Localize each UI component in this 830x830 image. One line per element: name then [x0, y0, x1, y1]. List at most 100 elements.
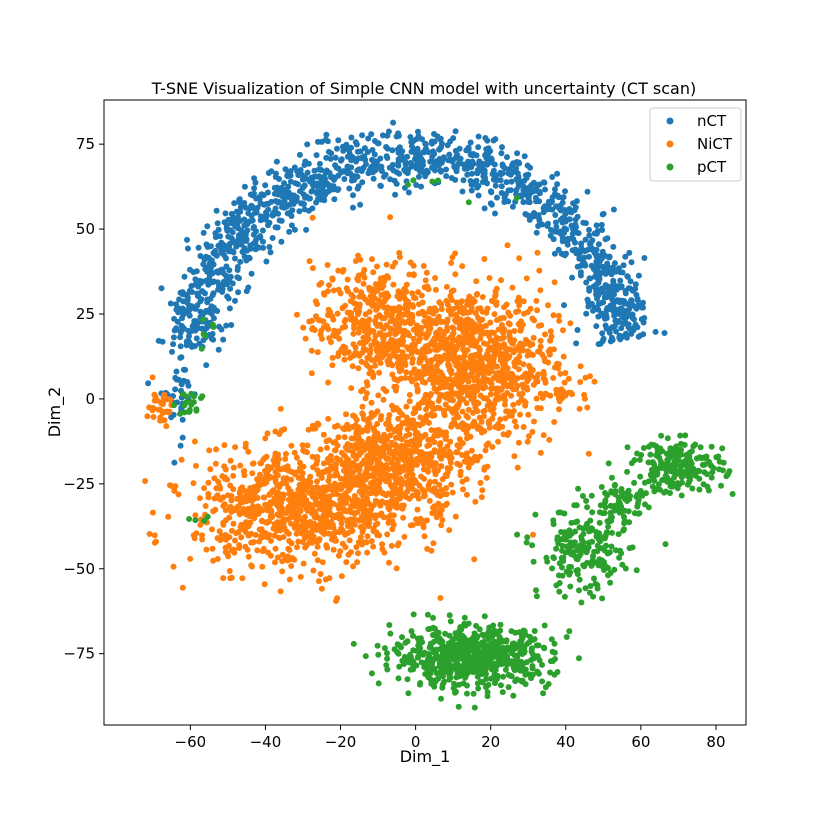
point-NiCT	[193, 462, 199, 469]
point-NiCT	[437, 440, 444, 447]
point-nCT	[368, 131, 375, 138]
point-NiCT	[232, 444, 239, 451]
point-NiCT	[316, 485, 323, 492]
point-NiCT	[537, 390, 544, 397]
point-nCT	[354, 185, 361, 192]
point-nCT	[370, 175, 377, 182]
point-NiCT	[286, 576, 293, 583]
point-NiCT	[389, 518, 396, 525]
point-NiCT	[277, 588, 284, 595]
point-nCT	[613, 328, 620, 335]
point-nCT	[210, 315, 217, 322]
point-nCT	[241, 222, 248, 229]
point-NiCT	[510, 401, 517, 408]
point-NiCT	[515, 439, 522, 446]
point-NiCT	[512, 346, 518, 353]
point-NiCT	[289, 555, 296, 562]
point-NiCT	[377, 453, 384, 460]
point-NiCT	[395, 540, 402, 547]
point-nCT	[619, 269, 626, 276]
point-NiCT	[288, 442, 295, 449]
point-NiCT	[267, 474, 274, 480]
point-NiCT	[453, 449, 460, 456]
point-nCT	[608, 284, 614, 291]
point-NiCT	[438, 306, 445, 312]
point-pCT	[424, 611, 431, 618]
point-nCT	[215, 346, 222, 353]
point-nCT	[592, 251, 599, 258]
point-nCT	[357, 201, 364, 208]
point-nCT	[242, 204, 249, 211]
point-nCT	[476, 161, 482, 168]
point-NiCT	[222, 507, 229, 514]
point-nCT	[595, 313, 602, 320]
point-nCT	[245, 284, 252, 291]
point-NiCT	[329, 276, 336, 283]
point-NiCT	[483, 322, 489, 329]
point-NiCT	[556, 398, 563, 405]
point-NiCT	[350, 294, 357, 300]
point-nCT	[615, 297, 622, 304]
point-pCT	[487, 675, 494, 682]
point-nCT	[572, 239, 578, 246]
point-NiCT	[379, 354, 386, 361]
point-NiCT	[461, 349, 468, 356]
point-NiCT	[468, 352, 475, 359]
point-nCT	[204, 299, 211, 306]
point-NiCT	[464, 339, 471, 346]
point-NiCT	[330, 287, 337, 294]
point-nCT	[490, 137, 497, 144]
point-NiCT	[390, 337, 397, 344]
point-NiCT	[371, 295, 378, 302]
point-NiCT	[447, 334, 454, 341]
point-nCT	[526, 213, 533, 220]
point-nCT	[201, 256, 208, 263]
point-NiCT	[433, 353, 440, 360]
point-NiCT	[445, 382, 452, 389]
point-NiCT	[320, 431, 327, 438]
point-nCT	[225, 233, 232, 240]
point-NiCT	[383, 322, 390, 329]
point-NiCT	[399, 349, 406, 356]
point-NiCT	[307, 473, 314, 480]
point-nCT	[193, 319, 200, 325]
point-nCT	[272, 224, 279, 231]
point-NiCT	[477, 378, 484, 385]
point-NiCT	[454, 304, 461, 311]
point-pCT	[446, 612, 453, 619]
point-NiCT	[577, 379, 584, 385]
point-nCT	[219, 288, 226, 295]
point-NiCT	[311, 327, 318, 333]
point-NiCT	[484, 402, 491, 409]
point-pCT	[409, 665, 416, 672]
point-pCT	[447, 674, 454, 681]
point-nCT	[475, 192, 482, 199]
point-nCT	[395, 159, 402, 166]
point-nCT	[328, 150, 335, 157]
point-NiCT	[581, 395, 588, 402]
point-nCT	[452, 147, 459, 154]
point-NiCT	[443, 283, 450, 290]
point-NiCT	[457, 422, 464, 429]
point-nCT	[558, 216, 565, 223]
point-NiCT	[388, 542, 395, 549]
point-nCT	[266, 244, 273, 250]
point-nCT	[448, 175, 455, 181]
point-nCT	[286, 191, 293, 197]
point-nCT	[574, 327, 581, 333]
point-NiCT	[325, 326, 332, 333]
point-NiCT	[278, 466, 285, 473]
point-NiCT	[447, 293, 454, 299]
point-nCT	[378, 167, 385, 174]
point-pCT	[387, 630, 394, 637]
point-nCT	[629, 311, 636, 318]
point-nCT	[241, 183, 248, 190]
point-NiCT	[497, 385, 503, 392]
point-NiCT	[363, 507, 370, 514]
point-nCT	[604, 260, 611, 267]
point-NiCT	[373, 490, 380, 497]
point-NiCT	[228, 493, 235, 499]
point-NiCT	[521, 373, 528, 380]
point-NiCT	[370, 426, 377, 433]
point-nCT	[237, 204, 244, 211]
